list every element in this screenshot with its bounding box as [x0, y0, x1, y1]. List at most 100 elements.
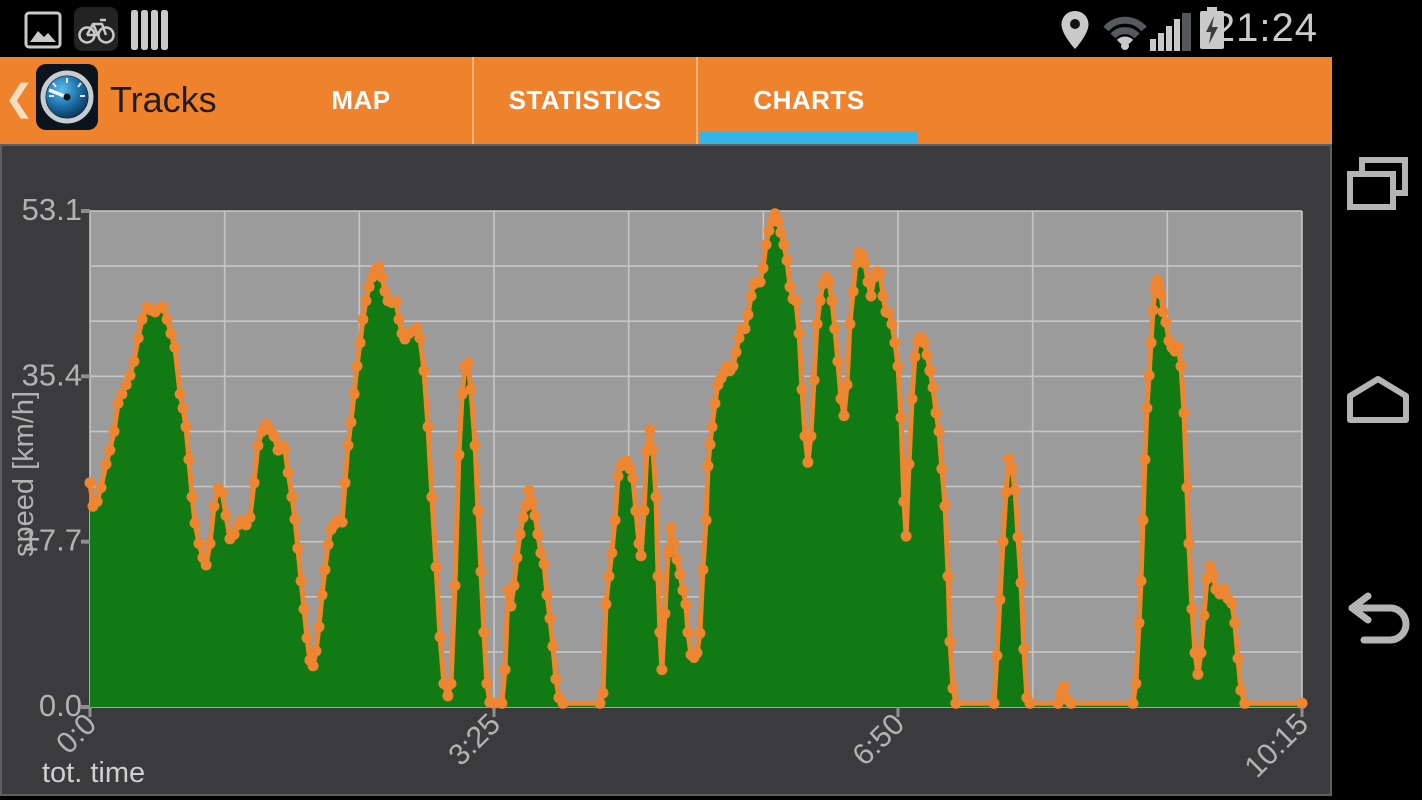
data-point-marker	[1133, 617, 1145, 629]
data-point-marker	[1153, 279, 1165, 291]
signal-icon	[1150, 13, 1191, 51]
data-point-marker	[883, 307, 895, 319]
data-point-marker	[228, 528, 240, 540]
data-point-marker	[1229, 617, 1241, 629]
data-point-marker	[136, 313, 148, 325]
data-point-marker	[514, 528, 526, 540]
data-point-marker	[668, 538, 680, 549]
data-point-marker	[279, 443, 291, 455]
data-point-marker	[393, 313, 405, 325]
data-point-marker	[472, 505, 484, 517]
back-button[interactable]	[1345, 584, 1411, 650]
data-point-marker	[850, 257, 862, 269]
data-point-marker	[1145, 337, 1157, 349]
data-point-marker	[906, 393, 918, 405]
data-point-marker	[316, 589, 328, 601]
data-point-marker	[709, 397, 721, 409]
data-point-marker	[1198, 610, 1210, 621]
data-point-marker	[1143, 369, 1155, 381]
data-point-marker	[1024, 697, 1036, 709]
data-point-marker	[1009, 484, 1021, 496]
recents-button[interactable]	[1345, 156, 1411, 214]
data-point-marker	[550, 673, 562, 685]
data-point-marker	[829, 323, 841, 335]
data-point-marker	[700, 514, 712, 526]
data-point-marker	[157, 301, 169, 313]
data-point-marker	[600, 598, 612, 610]
tab-charts-label: CHARTS	[753, 85, 865, 115]
data-point-marker	[603, 570, 615, 582]
data-point-marker	[124, 369, 136, 381]
data-point-marker	[939, 500, 951, 512]
bike-notification-icon	[74, 7, 118, 51]
tab-statistics[interactable]: STATISTICS	[472, 57, 696, 144]
data-point-marker	[351, 360, 363, 372]
data-point-marker	[1183, 538, 1195, 549]
data-point-marker	[994, 594, 1006, 606]
action-bar: ❮ Tracks MAP STATISTICS CHARTS	[0, 57, 1332, 144]
data-point-marker	[363, 281, 375, 293]
data-point-marker	[508, 580, 520, 592]
data-point-marker	[656, 664, 668, 676]
home-button[interactable]	[1345, 372, 1411, 424]
data-point-marker	[1006, 463, 1018, 475]
data-point-marker	[1160, 316, 1172, 328]
data-point-marker	[1130, 678, 1142, 690]
data-point-marker	[434, 631, 446, 643]
data-point-marker	[183, 454, 195, 465]
data-point-marker	[624, 463, 636, 475]
data-point-marker	[496, 697, 508, 709]
data-point-marker	[189, 517, 201, 529]
data-point-marker	[1235, 684, 1247, 696]
data-point-marker	[108, 425, 120, 437]
data-point-marker	[422, 421, 434, 433]
data-point-marker	[671, 553, 683, 565]
data-point-marker	[449, 580, 461, 592]
data-point-marker	[295, 575, 307, 587]
data-point-marker	[921, 349, 933, 361]
tab-map[interactable]: MAP	[250, 57, 472, 144]
data-point-marker	[541, 589, 553, 601]
data-point-marker	[1186, 603, 1198, 615]
data-point-marker	[1155, 288, 1167, 300]
data-point-marker	[805, 430, 817, 442]
data-point-marker	[909, 351, 921, 363]
data-point-marker	[754, 276, 766, 288]
data-point-marker	[180, 421, 192, 433]
app-icon-speedometer[interactable]	[36, 62, 100, 134]
data-point-marker	[313, 621, 325, 633]
data-point-marker	[169, 341, 181, 353]
data-point-marker	[674, 568, 686, 580]
data-point-marker	[802, 456, 814, 468]
data-point-marker	[1157, 306, 1169, 318]
data-point-marker	[1000, 486, 1012, 498]
data-point-marker	[823, 276, 835, 288]
data-point-marker	[1218, 583, 1230, 595]
tab-bar: MAP STATISTICS CHARTS	[250, 57, 920, 144]
data-point-marker	[453, 449, 465, 461]
y-axis-title: speed [km/h]	[8, 391, 40, 557]
data-point-marker	[342, 440, 354, 451]
battery-charging-icon	[1200, 7, 1224, 49]
data-point-marker	[286, 491, 298, 503]
page-title: Tracks	[110, 79, 217, 120]
data-point-marker	[95, 482, 107, 493]
data-point-marker	[186, 491, 198, 503]
data-point-marker	[310, 645, 322, 657]
data-point-marker	[345, 416, 357, 428]
back-chevron-icon[interactable]: ❮	[4, 77, 35, 118]
data-point-marker	[1172, 340, 1184, 352]
data-point-marker	[517, 511, 529, 523]
data-point-marker	[478, 626, 490, 638]
tab-statistics-label: STATISTICS	[508, 85, 662, 115]
data-point-marker	[772, 215, 784, 227]
data-point-marker	[84, 477, 96, 489]
data-point-marker	[411, 322, 423, 334]
data-point-marker	[609, 514, 621, 526]
data-point-marker	[469, 440, 481, 451]
data-point-marker	[165, 327, 177, 339]
tab-charts[interactable]: CHARTS	[696, 57, 920, 144]
wifi-icon	[1103, 16, 1147, 50]
data-point-marker	[1239, 697, 1251, 709]
data-point-marker	[647, 444, 659, 456]
